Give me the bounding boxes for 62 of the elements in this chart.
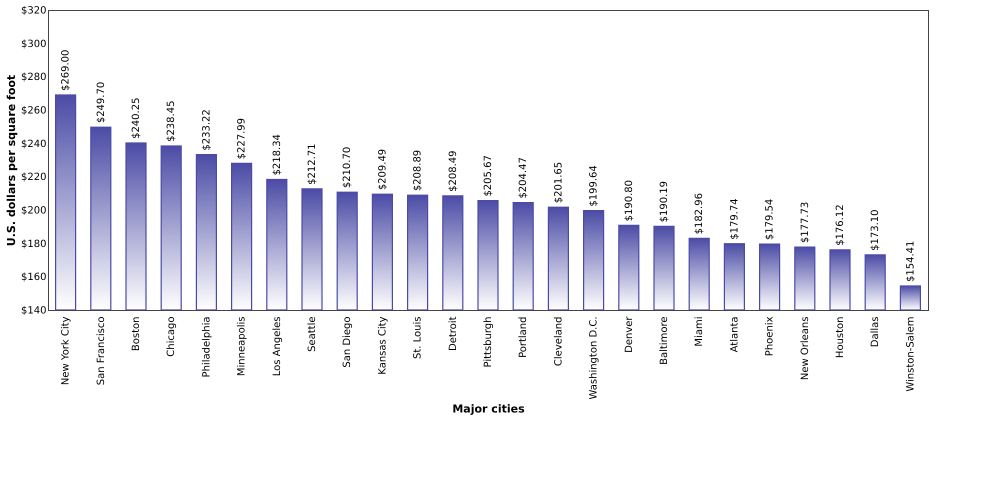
x-tick-label: Winston-Salem — [905, 316, 916, 392]
x-tick-label: Cleveland — [553, 316, 564, 366]
x-tick-label: New York City — [60, 316, 72, 386]
data-label: $240.25 — [131, 98, 142, 139]
data-label: $190.19 — [659, 180, 670, 222]
y-tick-label: $240 — [21, 138, 46, 150]
x-tick-label: Portland — [518, 316, 530, 358]
x-tick-label: Baltimore — [659, 316, 670, 365]
data-label: $249.70 — [96, 82, 107, 124]
data-label: $177.73 — [800, 202, 811, 244]
x-tick-label: San Diego — [342, 316, 354, 368]
data-label: $154.41 — [905, 240, 916, 282]
data-label: $182.96 — [694, 193, 706, 234]
x-tick-label: Washington D.C. — [588, 316, 600, 400]
y-tick-label: $180 — [21, 238, 46, 250]
x-tick-label: Miami — [694, 316, 706, 347]
x-tick-label: San Francisco — [96, 316, 107, 386]
x-tick-label: Philadelphia — [201, 316, 212, 378]
y-tick-label: $200 — [21, 206, 46, 216]
x-tick-label: Atlanta — [729, 316, 740, 352]
data-label: $190.80 — [624, 180, 635, 222]
y-axis-title: U.S. dollars per square foot — [5, 74, 18, 246]
data-label: $210.70 — [342, 146, 354, 188]
x-tick-label: Kansas City — [377, 316, 388, 375]
data-label: $199.64 — [588, 165, 600, 207]
data-label: $218.34 — [272, 134, 283, 176]
x-tick-label: New Orleans — [800, 316, 811, 380]
data-label: $208.89 — [412, 150, 424, 192]
y-tick-label: $280 — [21, 72, 46, 84]
data-label: $209.49 — [377, 148, 388, 190]
x-axis-title: Major cities — [452, 402, 526, 416]
data-label: $233.22 — [201, 109, 212, 151]
y-tick-label: $320 — [21, 6, 46, 16]
x-tick-label: Dallas — [870, 316, 882, 348]
data-label: $205.67 — [483, 155, 494, 197]
x-tick-label: Minneapolis — [236, 316, 248, 376]
x-tick-label: St. Louis — [412, 316, 424, 359]
data-label: $179.74 — [729, 198, 740, 240]
data-label: $201.65 — [553, 162, 564, 204]
x-tick-label: Boston — [131, 316, 142, 352]
data-label: $173.10 — [870, 209, 882, 251]
data-label: $269.00 — [60, 50, 72, 91]
x-tick-label: Denver — [624, 316, 635, 353]
x-tick-label: Los Angeles — [272, 316, 283, 376]
data-label: $204.47 — [518, 157, 530, 199]
x-tick-label: Houston — [835, 316, 846, 358]
y-tick-label: $160 — [21, 272, 46, 284]
x-tick-label: Phoenix — [764, 316, 776, 356]
x-tick-label: Chicago — [166, 316, 178, 357]
y-tick-label: $220 — [21, 172, 46, 184]
data-label: $208.49 — [448, 150, 459, 192]
y-tick-label: $260 — [21, 106, 46, 116]
data-label: $179.54 — [764, 198, 776, 240]
data-label: $227.99 — [236, 118, 248, 160]
data-label: $176.12 — [835, 204, 846, 246]
y-tick-label: $300 — [21, 38, 46, 50]
x-tick-label: Seattle — [307, 316, 318, 352]
x-tick-label: Pittsburgh — [483, 316, 494, 368]
data-label: $238.45 — [166, 100, 178, 142]
data-label: $212.71 — [307, 143, 318, 185]
y-tick-label: $140 — [21, 306, 46, 316]
x-tick-label: Detroit — [448, 316, 459, 351]
